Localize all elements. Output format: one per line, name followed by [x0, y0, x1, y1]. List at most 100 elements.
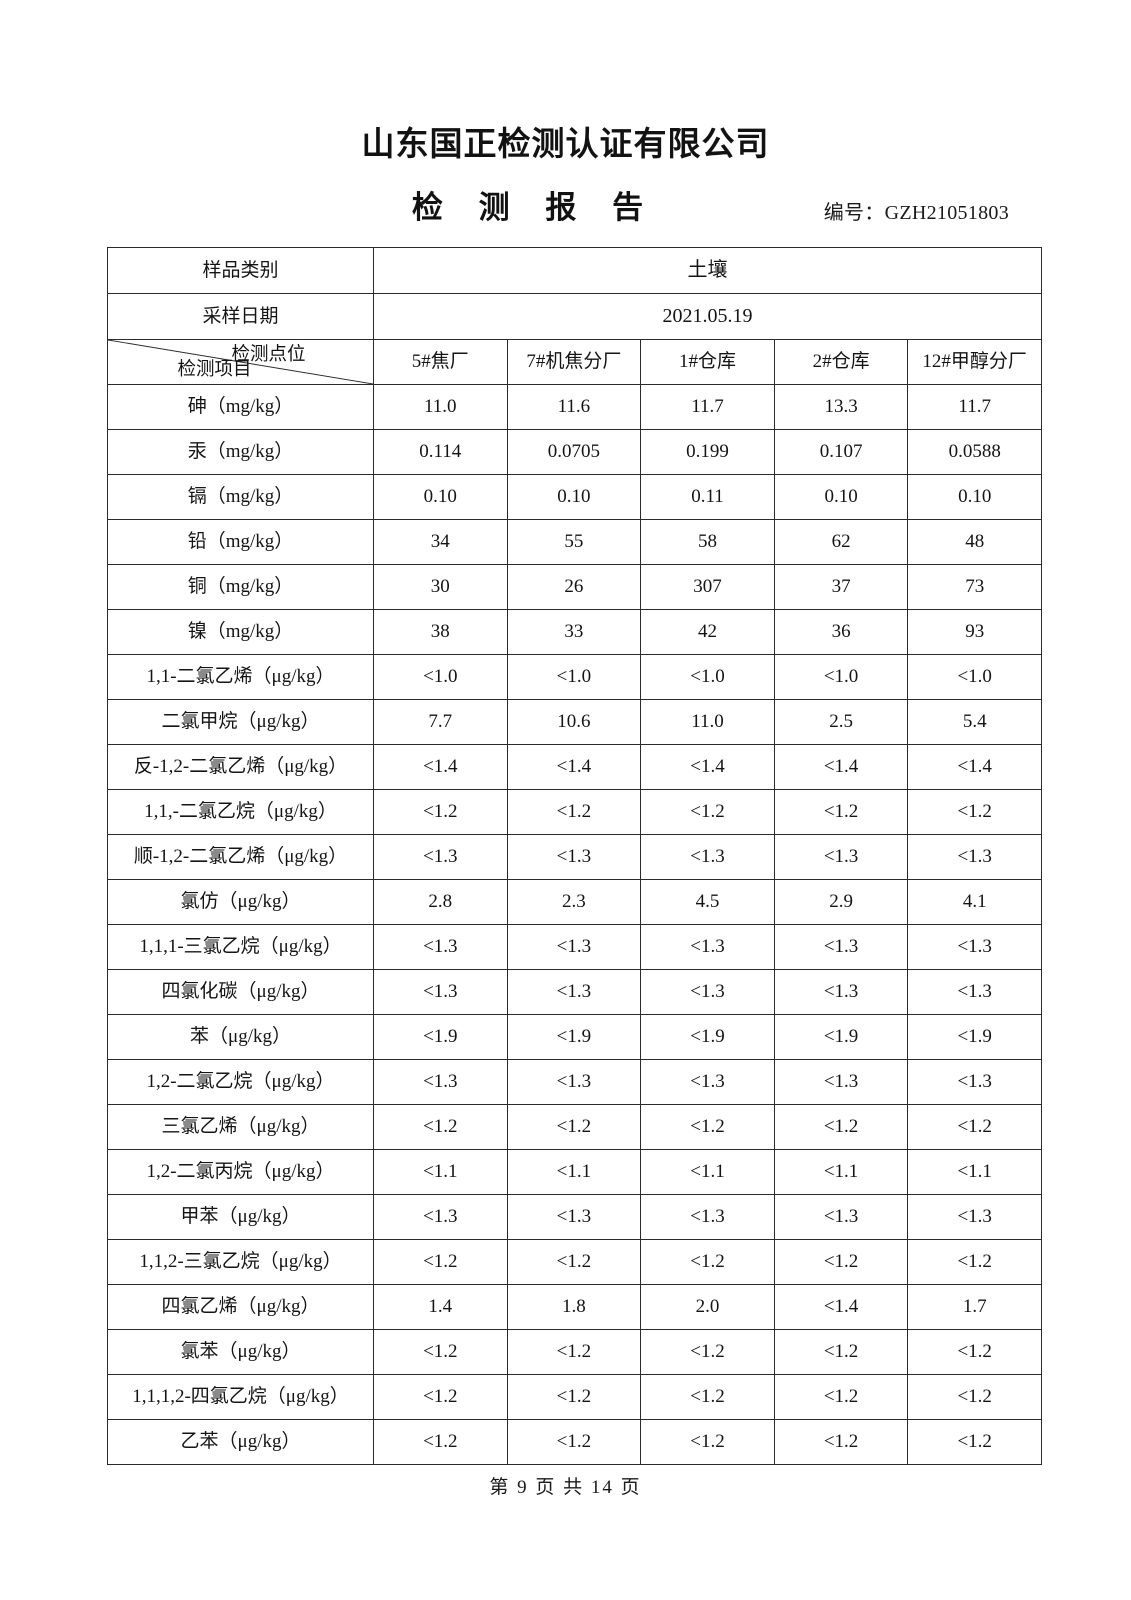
- result-value-cell: 11.7: [640, 384, 775, 430]
- result-value-cell: <1.2: [506, 1104, 642, 1150]
- parameter-name-cell: 镉（mg/kg）: [107, 474, 374, 520]
- result-value-cell: <1.3: [773, 924, 909, 970]
- result-value-cell: <1.2: [640, 1329, 775, 1375]
- result-value-cell: <1.3: [506, 969, 642, 1015]
- result-value-cell: <1.2: [373, 1419, 508, 1465]
- result-value-cell: 48: [907, 519, 1042, 565]
- parameter-name-cell: 反-1,2-二氯乙烯（μg/kg）: [107, 744, 374, 790]
- result-value-cell: <1.2: [640, 1239, 775, 1285]
- result-value-cell: <1.2: [373, 1239, 508, 1285]
- diagonal-header-cell: 检测点位 检测项目: [107, 339, 374, 385]
- parameter-name-cell: 1,1-二氯乙烯（μg/kg）: [107, 654, 374, 700]
- result-value-cell: <1.3: [640, 924, 775, 970]
- result-value-cell: <1.1: [773, 1149, 909, 1195]
- detection-item-label: 检测项目: [177, 360, 252, 381]
- result-value-cell: 4.1: [907, 879, 1042, 925]
- result-value-cell: <1.2: [773, 789, 909, 835]
- result-value-cell: <1.0: [907, 654, 1042, 700]
- table-row: 1,2-二氯丙烷（μg/kg） <1.1 <1.1 <1.1 <1.1 <1.1: [107, 1149, 1042, 1195]
- result-value-cell: <1.2: [373, 1374, 508, 1420]
- table-row: 甲苯（μg/kg） <1.3 <1.3 <1.3 <1.3 <1.3: [107, 1194, 1042, 1240]
- result-value-cell: <1.2: [506, 1419, 642, 1465]
- result-value-cell: <1.3: [373, 924, 508, 970]
- result-value-cell: <1.9: [373, 1014, 508, 1060]
- report-number: 编号：GZH21051803: [823, 201, 1009, 224]
- sampling-date-label: 采样日期: [107, 293, 374, 340]
- result-value-cell: 1.7: [907, 1284, 1042, 1330]
- result-value-cell: 34: [373, 519, 508, 565]
- result-value-cell: <1.3: [907, 969, 1042, 1015]
- company-name: 山东国正检测认证有限公司: [361, 127, 770, 163]
- result-value-cell: <1.3: [506, 834, 642, 880]
- result-value-cell: 0.11: [640, 474, 775, 520]
- result-value-cell: <1.9: [506, 1014, 642, 1060]
- parameter-name-cell: 四氯乙烯（μg/kg）: [107, 1284, 374, 1330]
- result-value-cell: 36: [773, 609, 909, 655]
- result-value-cell: <1.2: [373, 789, 508, 835]
- table-row: 氯仿（μg/kg） 2.8 2.3 4.5 2.9 4.1: [107, 879, 1042, 925]
- table-row: 1,1,1-三氯乙烷（μg/kg） <1.3 <1.3 <1.3 <1.3 <1.3: [107, 924, 1042, 970]
- result-value-cell: 42: [640, 609, 775, 655]
- site-column-header-4: 2#仓库: [773, 339, 909, 385]
- result-value-cell: 38: [373, 609, 508, 655]
- result-value-cell: <1.3: [773, 969, 909, 1015]
- result-value-cell: <1.2: [640, 1419, 775, 1465]
- result-value-cell: <1.2: [506, 789, 642, 835]
- table-row: 顺-1,2-二氯乙烯（μg/kg） <1.3 <1.3 <1.3 <1.3 <1.3: [107, 834, 1042, 880]
- result-value-cell: 37: [773, 564, 909, 610]
- result-value-cell: <1.3: [907, 924, 1042, 970]
- result-value-cell: 0.10: [907, 474, 1042, 520]
- result-value-cell: 30: [373, 564, 508, 610]
- result-value-cell: <1.0: [373, 654, 508, 700]
- site-column-header-2: 7#机焦分厂: [506, 339, 642, 385]
- result-value-cell: <1.2: [640, 1374, 775, 1420]
- result-value-cell: <1.2: [640, 789, 775, 835]
- result-value-cell: <1.3: [773, 834, 909, 880]
- result-value-cell: 93: [907, 609, 1042, 655]
- results-table: 样品类别 土壤 采样日期 2021.05.19 检测点位 检测项目 5: [107, 247, 1042, 1465]
- result-value-cell: <1.3: [373, 969, 508, 1015]
- result-value-cell: 11.0: [640, 699, 775, 745]
- sample-category-label: 样品类别: [107, 247, 374, 294]
- result-value-cell: <1.3: [640, 1194, 775, 1240]
- result-value-cell: 1.8: [506, 1284, 642, 1330]
- result-value-cell: <1.1: [373, 1149, 508, 1195]
- parameter-name-cell: 1,2-二氯丙烷（μg/kg）: [107, 1149, 374, 1195]
- parameter-name-cell: 顺-1,2-二氯乙烯（μg/kg）: [107, 834, 374, 880]
- result-value-cell: 2.0: [640, 1284, 775, 1330]
- table-row: 四氯化碳（μg/kg） <1.3 <1.3 <1.3 <1.3 <1.3: [107, 969, 1042, 1015]
- table-row: 汞（mg/kg） 0.114 0.0705 0.199 0.107 0.0588: [107, 429, 1042, 475]
- result-value-cell: <1.3: [506, 924, 642, 970]
- result-value-cell: <1.1: [907, 1149, 1042, 1195]
- parameter-name-cell: 二氯甲烷（μg/kg）: [107, 699, 374, 745]
- result-value-cell: 11.0: [373, 384, 508, 430]
- table-row: 乙苯（μg/kg） <1.2 <1.2 <1.2 <1.2 <1.2: [107, 1419, 1042, 1465]
- result-value-cell: <1.2: [373, 1329, 508, 1375]
- detection-site-label: 检测点位: [231, 345, 306, 365]
- result-value-cell: <1.4: [373, 744, 508, 790]
- table-row-column-headers: 检测点位 检测项目 5#焦厂 7#机焦分厂 1#仓库 2#仓库 12#甲醇分厂: [107, 339, 1042, 385]
- result-value-cell: <1.4: [773, 744, 909, 790]
- result-value-cell: 11.6: [506, 384, 642, 430]
- table-row: 镍（mg/kg） 38 33 42 36 93: [107, 609, 1042, 655]
- result-value-cell: <1.2: [373, 1104, 508, 1150]
- parameter-name-cell: 苯（μg/kg）: [107, 1014, 374, 1060]
- table-row: 苯（μg/kg） <1.9 <1.9 <1.9 <1.9 <1.9: [107, 1014, 1042, 1060]
- result-value-cell: 2.9: [773, 879, 909, 925]
- sample-category-value: 土壤: [373, 247, 1042, 294]
- result-value-cell: 13.3: [773, 384, 909, 430]
- report-title: 检 测 报 告: [411, 189, 658, 225]
- parameter-name-cell: 甲苯（μg/kg）: [107, 1194, 374, 1240]
- result-value-cell: <1.2: [506, 1374, 642, 1420]
- parameter-name-cell: 铅（mg/kg）: [107, 519, 374, 565]
- result-value-cell: <1.9: [907, 1014, 1042, 1060]
- result-value-cell: 5.4: [907, 699, 1042, 745]
- results-table-wrapper: 样品类别 土壤 采样日期 2021.05.19 检测点位 检测项目 5: [107, 247, 1042, 1465]
- table-row: 反-1,2-二氯乙烯（μg/kg） <1.4 <1.4 <1.4 <1.4 <1.4: [107, 744, 1042, 790]
- result-value-cell: <1.2: [773, 1419, 909, 1465]
- result-value-cell: 0.199: [640, 429, 775, 475]
- result-value-cell: <1.3: [773, 1194, 909, 1240]
- table-row-sample-category: 样品类别 土壤: [107, 247, 1042, 294]
- results-table-body: 样品类别 土壤 采样日期 2021.05.19 检测点位 检测项目 5: [107, 247, 1042, 1465]
